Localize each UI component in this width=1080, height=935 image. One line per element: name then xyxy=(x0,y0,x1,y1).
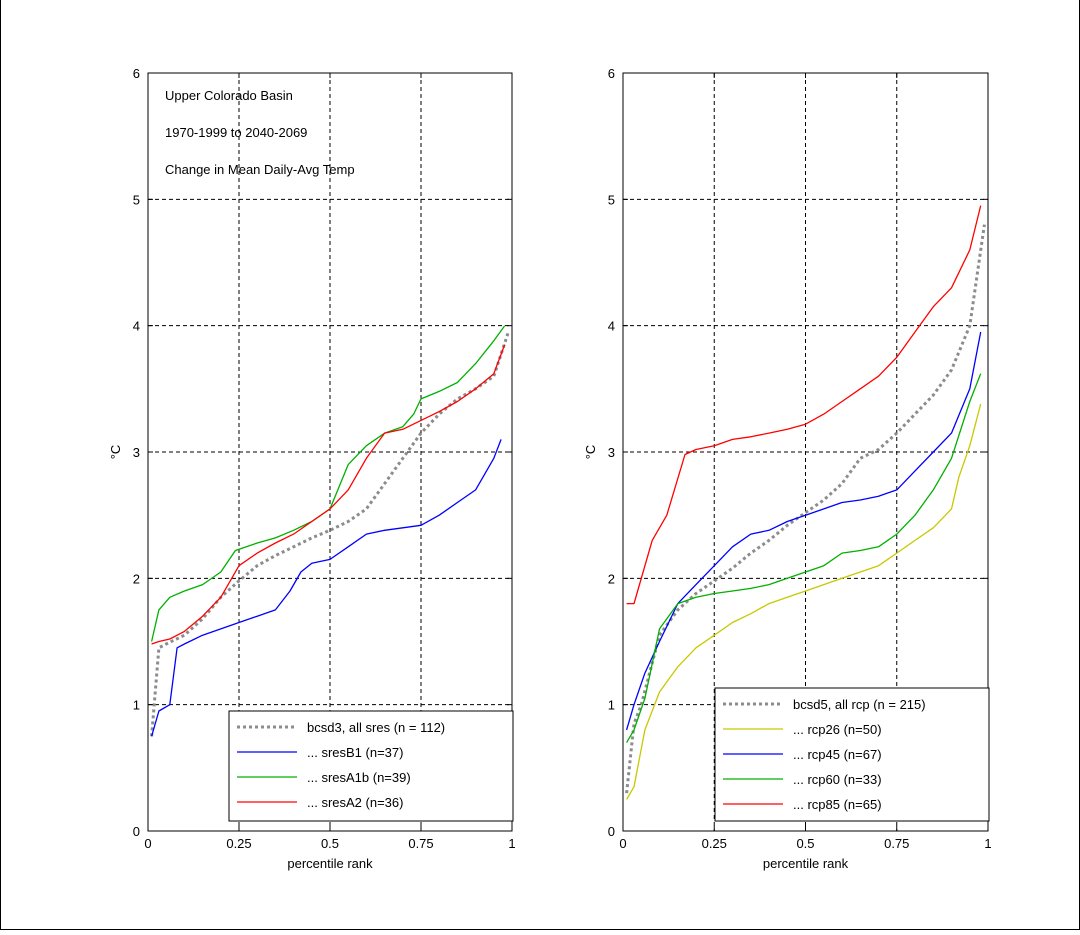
x-axis-label: percentile rank xyxy=(763,856,849,871)
y-tick-label: 5 xyxy=(133,192,140,207)
x-tick-label: 1 xyxy=(984,836,991,851)
x-tick-label: 0.25 xyxy=(702,836,727,851)
x-tick-label: 0.75 xyxy=(884,836,909,851)
legend-label: ... rcp45 (n=67) xyxy=(793,747,882,762)
y-tick-label: 1 xyxy=(133,698,140,713)
y-tick-label: 0 xyxy=(133,824,140,839)
y-tick-label: 4 xyxy=(608,319,615,334)
y-tick-label: 6 xyxy=(133,66,140,81)
series-line-blue xyxy=(150,439,502,737)
x-tick-label: 0.5 xyxy=(796,836,814,851)
annotation-text: 1970-1999 to 2040-2069 xyxy=(165,125,307,140)
x-axis-label: percentile rank xyxy=(287,856,373,871)
legend-label: ... sresA1b (n=39) xyxy=(307,770,411,785)
series-line-grey xyxy=(150,331,510,737)
series-line-green xyxy=(626,373,982,743)
y-axis-label: °C xyxy=(108,445,123,460)
y-tick-label: 5 xyxy=(608,192,615,207)
y-tick-label: 4 xyxy=(133,319,140,334)
legend-label: ... rcp26 (n=50) xyxy=(793,722,882,737)
x-tick-label: 0 xyxy=(144,836,151,851)
annotation-text: Change in Mean Daily-Avg Temp xyxy=(165,162,355,177)
series-line-red xyxy=(626,205,982,605)
x-tick-label: 0.25 xyxy=(226,836,251,851)
x-tick-label: 0.5 xyxy=(321,836,339,851)
y-tick-label: 2 xyxy=(133,571,140,586)
legend-label: bcsd5, all rcp (n = 215) xyxy=(793,697,926,712)
y-tick-label: 1 xyxy=(608,698,615,713)
series-line-yellow xyxy=(626,403,982,800)
legend-label: ... rcp60 (n=33) xyxy=(793,772,882,787)
right-chart-panel: 0 0.25 0.5 0.75 1 0 1 2 3 4 5 6 percentile rank °C bcs… xyxy=(583,66,992,871)
y-tick-label: 3 xyxy=(608,445,615,460)
left-chart-panel: 0 0.25 0.5 0.75 1 0 1 2 3 4 5 6 percentile rank °C Upp… xyxy=(108,66,516,871)
y-tick-label: 3 xyxy=(133,445,140,460)
legend-label: ... sresA2 (n=36) xyxy=(307,795,403,810)
y-tick-label: 0 xyxy=(608,824,615,839)
series-line-blue xyxy=(625,331,982,731)
x-tick-label: 0 xyxy=(619,836,626,851)
y-axis-label: °C xyxy=(583,445,598,460)
y-tick-label: 2 xyxy=(608,571,615,586)
legend-label: bcsd3, all sres (n = 112) xyxy=(307,720,445,735)
x-tick-label: 0.75 xyxy=(408,836,433,851)
y-tick-label: 6 xyxy=(608,66,615,81)
series-line-red xyxy=(151,344,506,645)
annotation-text: Upper Colorado Basin xyxy=(165,88,293,103)
x-tick-label: 1 xyxy=(508,836,515,851)
legend-box xyxy=(228,710,514,822)
legend-label: ... sresB1 (n=37) xyxy=(307,745,403,760)
legend-label: ... rcp85 (n=65) xyxy=(793,797,882,812)
